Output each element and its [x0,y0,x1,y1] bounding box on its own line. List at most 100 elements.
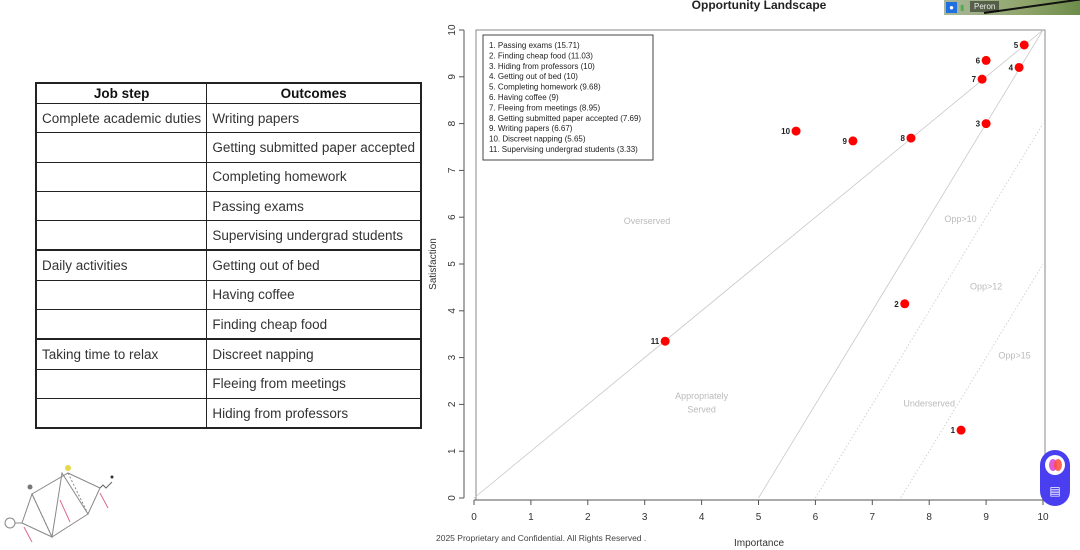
legend-entry: 8. Getting submitted paper accepted (7.6… [489,114,641,123]
table-row: Complete academic duties Writing papers [35,102,422,134]
data-point-6 [981,55,991,65]
floating-assistant-widget: ▤ [1040,450,1070,506]
legend-entry: 1. Passing exams (15.71) [489,41,580,50]
table-row: Daily activities Getting out of bed [35,249,422,281]
data-point-label: 7 [972,75,977,84]
table-row: Hiding from professors [35,397,422,429]
region-label: Opp>15 [998,351,1030,361]
region-label: Underserved [903,399,955,409]
x-tick-label: 1 [528,512,534,523]
reference-line-opp-12 [815,123,1044,499]
x-tick-label: 7 [870,512,876,523]
data-point-label: 9 [843,137,848,146]
legend-entry: 5. Completing homework (9.68) [489,83,601,92]
legend-entry: 9. Writing papers (6.67) [489,124,573,133]
y-tick-label: 3 [447,354,458,360]
person-icon: ● [946,2,957,13]
data-point-10 [791,126,801,136]
legend-entry: 6. Having coffee (9) [489,93,559,102]
data-point-label: 10 [781,127,790,136]
gear-node-icon [27,484,33,490]
outcome-cell: Getting submitted paper accepted [206,132,422,163]
reference-line-served-diagonal [473,29,1044,499]
x-tick-label: 10 [1037,512,1049,523]
x-tick-label: 2 [585,512,591,523]
outcome-cell: Discreet napping [206,338,422,370]
data-point-7 [977,74,987,84]
table-row: Completing homework [35,161,422,192]
assistant-logo-icon[interactable] [1045,455,1065,475]
outcome-cell: Passing exams [206,190,422,222]
region-label: Served [687,404,716,414]
y-tick-label: 10 [447,24,458,36]
table-row: Having coffee [35,279,422,311]
data-point-3 [981,119,991,129]
chart-title: Opportunity Landscape [692,0,827,12]
y-tick-label: 6 [447,214,458,220]
legend-entry: 2. Finding cheap food (11.03) [489,51,593,60]
decorative-diagram [4,465,114,543]
y-tick-label: 7 [447,167,458,173]
x-axis-label: Importance [734,538,784,549]
data-point-2 [900,299,910,309]
table-row: Supervising undergrad students [35,220,422,251]
y-tick-label: 2 [447,401,458,407]
legend-entry: 3. Hiding from professors (10) [489,62,595,71]
x-tick-label: 9 [983,512,989,523]
data-point-label: 3 [976,120,981,129]
table-row: Fleeing from meetings [35,368,422,399]
job-step-cell: Daily activities [35,249,208,281]
table-row: Passing exams [35,190,422,222]
data-point-label: 11 [651,337,660,346]
job-step-cell: Complete academic duties [35,102,208,134]
job-step-cell [35,190,208,222]
job-step-cell [35,220,208,251]
outcome-cell: Hiding from professors [206,397,422,429]
microphone-icon: ▮ [960,3,965,12]
highlight-node-icon [65,465,71,471]
data-point-label: 6 [976,56,981,65]
reference-line-opp-15 [900,263,1044,499]
data-point-label: 4 [1009,63,1014,72]
y-tick-label: 1 [447,448,458,454]
reference-line-opp-10 [758,29,1044,499]
data-point-label: 2 [894,300,899,309]
data-point-4 [1014,62,1024,72]
region-label: Opp>10 [944,214,976,224]
job-step-cell [35,309,208,340]
outcome-cell: Fleeing from meetings [206,368,422,399]
video-participant-tile[interactable]: ● ▮ Peron [944,0,1080,15]
y-tick-label: 4 [447,308,458,314]
data-point-label: 1 [951,426,956,435]
data-point-8 [906,133,916,143]
outcome-cell: Having coffee [206,279,422,311]
legend-entry: 10. Discreet napping (5.65) [489,135,586,144]
region-label: Opp>12 [970,282,1002,292]
outcome-cell: Supervising undergrad students [206,220,422,251]
outcome-cell: Writing papers [206,102,422,134]
y-tick-label: 9 [447,74,458,80]
legend-box [482,34,654,161]
chart-insight-icon[interactable]: ▤ [1049,484,1061,498]
outcome-cell: Finding cheap food [206,309,422,340]
y-tick-label: 8 [447,120,458,126]
region-label: Overserved [624,216,671,226]
legend-entry: 7. Fleeing from meetings (8.95) [489,103,600,112]
data-point-1 [956,425,966,435]
table-row: Finding cheap food [35,309,422,340]
legend-entry: 11. Supervising undergrad students (3.33… [489,145,638,154]
y-axis-label: Satisfaction [428,238,439,290]
job-step-cell [35,279,208,311]
outcome-cell: Completing homework [206,161,422,192]
data-point-5 [1019,40,1029,50]
x-tick-label: 6 [813,512,819,523]
outcome-cell: Getting out of bed [206,249,422,281]
data-point-9 [848,136,858,146]
job-steps-table: Job step Outcomes Complete academic duti… [35,82,422,430]
y-tick-label: 0 [447,495,458,501]
legend-entry: 4. Getting out of bed (10) [489,72,578,81]
y-tick-label: 5 [447,261,458,267]
data-point-11 [660,336,670,346]
table-row: Taking time to relax Discreet napping [35,338,422,370]
